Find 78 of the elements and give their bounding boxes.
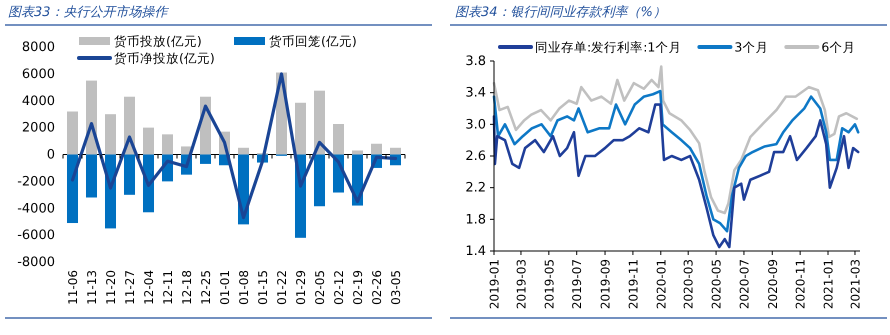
title: 图表34：银行间同业存款利率（%） bbox=[455, 5, 666, 20]
x-tick-label: 2019-01 bbox=[488, 259, 502, 310]
x-tick-label: 2019-05 bbox=[542, 259, 556, 310]
bar bbox=[314, 90, 326, 154]
bar bbox=[104, 114, 116, 154]
bar bbox=[238, 148, 250, 154]
legend-label: 货币投放(亿元) bbox=[114, 34, 202, 48]
bar bbox=[142, 128, 154, 154]
y-tick-label: 3.0 bbox=[465, 117, 486, 132]
title: 图表33：央行公开市场操作 bbox=[8, 5, 168, 20]
y-tick-label: 6000 bbox=[22, 66, 55, 82]
legend-item: 货币净投放(亿元) bbox=[77, 50, 215, 66]
y-tick-label: -4000 bbox=[17, 201, 55, 216]
x-tick-label: 01-08 bbox=[237, 270, 251, 305]
x-tick-label: 2020-03 bbox=[682, 259, 696, 310]
x-tick-label: 2021-03 bbox=[848, 259, 862, 310]
legend-label: 货币净投放(亿元) bbox=[114, 50, 215, 66]
y-tick-label: -6000 bbox=[17, 228, 55, 244]
x-tick-label: 12-04 bbox=[142, 270, 156, 305]
legend-label: 同业存单:发行利率:1个月 bbox=[535, 40, 682, 54]
x-tick-label: 12-11 bbox=[161, 270, 175, 305]
x-tick-label: 01-29 bbox=[294, 270, 308, 305]
y-tick-label: 0 bbox=[46, 148, 55, 162]
x-tick-label: 12-25 bbox=[199, 270, 213, 305]
bar bbox=[66, 154, 78, 224]
legend-item: 货币回笼(亿元) bbox=[234, 34, 357, 48]
bar bbox=[124, 154, 136, 195]
legend-item: 6个月 bbox=[784, 40, 856, 54]
bar bbox=[352, 150, 364, 154]
legend-item: 货币投放(亿元) bbox=[79, 34, 202, 48]
legend-label: 6个月 bbox=[821, 40, 856, 54]
y-tick-label: 2000 bbox=[22, 120, 55, 136]
y-tick-label: 2.6 bbox=[465, 149, 486, 164]
y-tick-label: 1.4 bbox=[465, 244, 486, 259]
y-tick-label: 3.8 bbox=[465, 54, 486, 69]
x-tick-label: 11-20 bbox=[104, 270, 118, 305]
x-tick-label: 2019-09 bbox=[598, 259, 613, 310]
x-tick-label: 2021-01 bbox=[822, 259, 836, 310]
bar bbox=[200, 154, 212, 164]
legend-label: 货币回笼(亿元) bbox=[269, 34, 357, 48]
x-tick-label: 11-06 bbox=[66, 270, 80, 305]
x-tick-label: 11-13 bbox=[85, 270, 99, 305]
x-tick-label: 2020-01 bbox=[654, 259, 668, 310]
x-tick-label: 2019-07 bbox=[570, 259, 584, 310]
x-tick-label: 03-05 bbox=[389, 270, 403, 305]
y-tick-label: 2.2 bbox=[465, 180, 486, 196]
y-tick-label: -2000 bbox=[17, 174, 55, 190]
x-tick-label: 02-19 bbox=[351, 270, 365, 305]
x-tick-label: 2020-09 bbox=[766, 259, 780, 310]
x-tick-label: 11-27 bbox=[123, 270, 137, 305]
y-tick-label: 3.4 bbox=[465, 86, 486, 101]
bar bbox=[332, 124, 344, 154]
x-tick-label: 02-26 bbox=[370, 270, 384, 305]
bar bbox=[66, 112, 78, 154]
bar bbox=[370, 144, 382, 154]
bar bbox=[162, 134, 174, 154]
x-tick-label: 2020-07 bbox=[737, 259, 752, 310]
x-tick-label: 02-12 bbox=[332, 270, 346, 305]
x-tick-label: 01-01 bbox=[218, 270, 232, 305]
y-tick-label: 4000 bbox=[22, 94, 55, 109]
legend-label: 3个月 bbox=[734, 40, 768, 54]
legend-item: 同业存单:发行利率:1个月 bbox=[498, 40, 682, 54]
x-tick-label: 2019-11 bbox=[626, 259, 640, 310]
x-tick-label: 01-15 bbox=[256, 270, 270, 305]
x-tick-label: 2020-05 bbox=[710, 259, 724, 310]
bar bbox=[390, 148, 402, 154]
y-tick-label: 1.8 bbox=[465, 212, 486, 228]
bar bbox=[314, 154, 326, 206]
y-tick-label: -8000 bbox=[17, 255, 55, 270]
y-tick-label: 8000 bbox=[22, 40, 55, 55]
x-tick-label: 2020-11 bbox=[794, 259, 808, 310]
bar bbox=[294, 102, 306, 154]
x-tick-label: 2019-03 bbox=[514, 259, 528, 310]
x-tick-label: 01-22 bbox=[275, 270, 289, 305]
x-tick-label: 02-05 bbox=[313, 270, 327, 305]
x-tick-label: 12-18 bbox=[180, 270, 194, 305]
bar bbox=[86, 154, 98, 198]
legend-item: 3个月 bbox=[697, 40, 768, 54]
